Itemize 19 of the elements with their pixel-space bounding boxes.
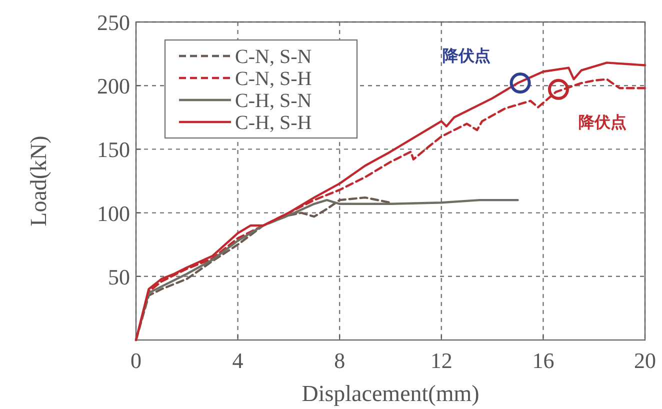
legend-label: C-N, S-H [235, 68, 312, 90]
y-tick-label: 250 [97, 10, 130, 35]
legend-label: C-H, S-N [235, 90, 312, 112]
x-tick-label: 0 [130, 348, 142, 373]
x-axis-title: Displacement(mm) [302, 381, 480, 406]
y-tick-label: 100 [97, 200, 130, 226]
y-tick-label: 150 [97, 137, 130, 162]
annotation: 降伏点 [578, 112, 626, 132]
x-tick-label: 4 [232, 348, 244, 373]
y-tick-label: 50 [108, 264, 130, 290]
x-tick-label: 8 [334, 348, 346, 373]
x-tick-label: 12 [430, 348, 452, 373]
x-tick-label: 16 [532, 348, 554, 373]
x-tick-label: 20 [634, 348, 656, 373]
y-axis-title: Load(kN) [26, 136, 51, 226]
legend-label: C-N, S-N [235, 46, 312, 68]
annotation: 降伏点 [442, 46, 490, 66]
y-tick-label: 200 [97, 74, 130, 99]
legend-label: C-H, S-H [235, 112, 312, 134]
